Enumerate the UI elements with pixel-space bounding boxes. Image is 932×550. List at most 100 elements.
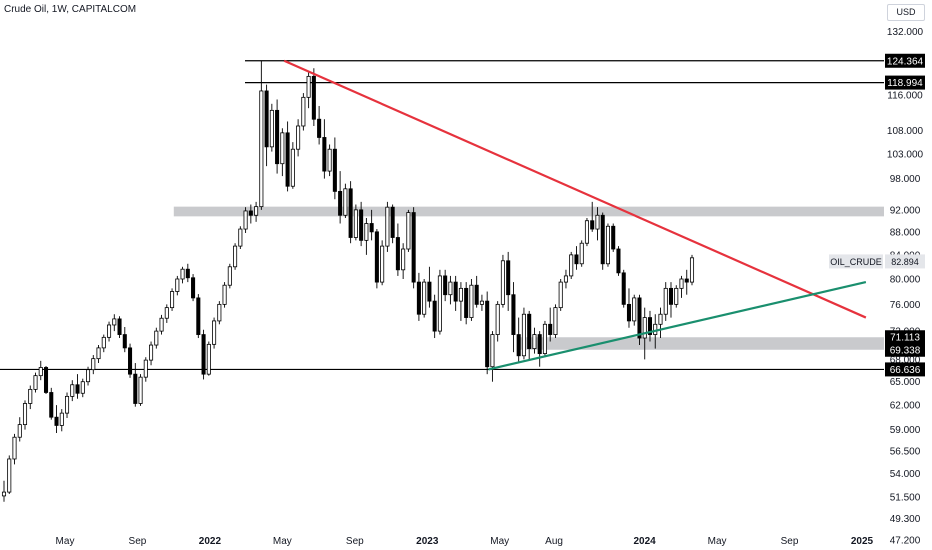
y-tick-label: 132.000	[887, 27, 924, 38]
candle-down	[311, 75, 316, 120]
candle-up	[1, 491, 7, 497]
symbol-box	[829, 254, 883, 269]
candle-up	[227, 266, 232, 286]
candle-up	[112, 318, 117, 326]
y-tick-label: 116.000	[887, 91, 923, 102]
candle-up	[59, 412, 64, 426]
x-tick-label: 2025	[851, 536, 874, 547]
candle-up	[33, 375, 38, 390]
candle-up	[401, 248, 406, 271]
candle-up	[259, 90, 264, 208]
x-tick-label: 2023	[416, 536, 439, 547]
currency-selector[interactable]: USD	[887, 4, 925, 21]
candle-up	[296, 125, 301, 150]
price-level-box	[885, 330, 925, 345]
candle-down	[611, 225, 616, 250]
candle-up	[406, 212, 411, 250]
candle-up	[70, 384, 75, 397]
x-tick-label: May	[708, 536, 727, 547]
candle-down	[621, 272, 626, 305]
candle-down	[427, 281, 432, 302]
candle-down	[548, 323, 553, 335]
candle-up	[495, 303, 500, 335]
zone-0	[173, 206, 884, 217]
candle-up	[212, 320, 217, 345]
x-tick-label: 2022	[199, 536, 222, 547]
candle-up	[143, 359, 148, 378]
candle-up	[563, 275, 568, 283]
y-tick-label: 47.200	[890, 536, 921, 547]
candle-down	[516, 334, 521, 357]
candle-down	[395, 237, 400, 271]
x-tick-label: Sep	[781, 536, 799, 547]
candle-up	[180, 268, 185, 280]
y-tick-label: 103.000	[887, 149, 924, 160]
candle-up	[12, 436, 17, 460]
candle-down	[338, 190, 343, 216]
candle-up	[28, 388, 33, 404]
candle-down	[348, 188, 353, 238]
candle-down	[196, 297, 201, 335]
candle-down	[201, 334, 206, 375]
price-level-box	[885, 53, 925, 68]
candle-up	[584, 220, 589, 244]
resistance-trendline	[283, 59, 867, 319]
candle-up	[674, 287, 679, 305]
x-axis: May Sep 2022 May Sep 2023 May Aug 2024 May Sep 2025	[56, 536, 874, 547]
price-level-label: 66.636	[890, 365, 921, 376]
candle-up	[327, 148, 332, 172]
candle-down	[485, 300, 490, 368]
candle-up	[233, 245, 238, 268]
y-tick-label: 92.000	[890, 205, 921, 216]
y-tick-label: 108.000	[887, 126, 924, 137]
candle-down	[668, 287, 674, 305]
candle-down	[54, 416, 59, 426]
support-trendline	[488, 281, 867, 371]
y-tick-label: 51.500	[890, 492, 921, 503]
candle-down	[264, 90, 269, 148]
candle-down	[133, 373, 138, 404]
candle-up	[159, 317, 164, 332]
candle-up	[553, 307, 558, 335]
candle-up	[642, 317, 647, 339]
y-tick-label: 65.000	[890, 377, 921, 388]
candle-down	[332, 148, 337, 192]
candle-up	[290, 148, 295, 187]
price-level-box	[885, 75, 925, 90]
candle-down	[285, 132, 290, 187]
x-tick-label: Sep	[129, 536, 147, 547]
candle-up	[521, 313, 526, 357]
candle-up	[437, 275, 442, 332]
y-tick-label: 98.000	[890, 174, 921, 185]
candle-down	[637, 297, 642, 339]
candle-down	[574, 254, 579, 265]
price-level-label: 124.364	[887, 56, 924, 67]
price-level-box	[885, 362, 925, 377]
candle-down	[443, 275, 448, 296]
y-tick-label: 68.000	[890, 355, 921, 366]
candle-up	[569, 254, 574, 277]
candle-up	[605, 225, 610, 265]
candle-down	[374, 231, 379, 283]
candle-up	[301, 96, 306, 127]
candle-up	[175, 278, 180, 292]
y-tick-label: 88.000	[890, 227, 921, 238]
candle-down	[511, 294, 516, 335]
price-level-label: 118.994	[887, 78, 923, 89]
candle-down	[275, 109, 280, 165]
candle-up	[154, 330, 159, 346]
candle-down	[506, 260, 511, 296]
x-tick-label: May	[56, 536, 75, 547]
x-tick-label: Sep	[346, 536, 364, 547]
candle-up	[238, 228, 243, 247]
candle-up	[422, 281, 427, 315]
candle-down	[590, 220, 595, 230]
candle-up	[306, 75, 311, 98]
price-level-label: 69.338	[890, 345, 921, 356]
candle-up	[490, 334, 495, 368]
candle-down	[322, 137, 327, 172]
candle-down	[191, 277, 196, 299]
candle-up	[149, 344, 154, 361]
y-tick-label: 49.300	[890, 514, 921, 525]
